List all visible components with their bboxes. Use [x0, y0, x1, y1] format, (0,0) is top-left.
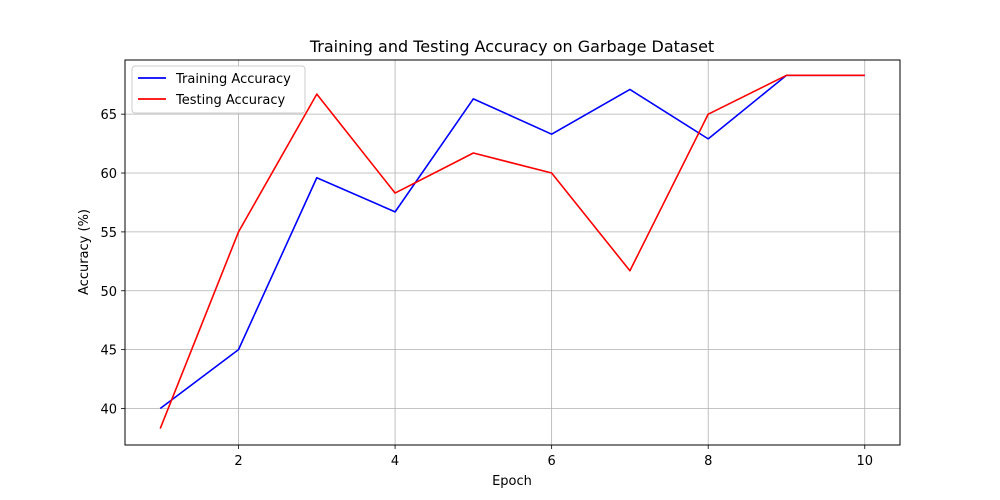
chart-title: Training and Testing Accuracy on Garbage… [309, 37, 714, 56]
legend: Training Accuracy Testing Accuracy [131, 65, 306, 114]
y-tick-label-50: 50 [100, 285, 117, 300]
x-tick-label-6: 6 [548, 454, 556, 469]
axis-ticks: 2 4 6 8 10 40 45 50 55 60 65 [100, 108, 873, 469]
legend-label-training: Training Accuracy [175, 72, 291, 87]
y-tick-label-60: 60 [100, 167, 117, 182]
x-tick-label-8: 8 [704, 454, 712, 469]
x-tick-label-4: 4 [391, 454, 399, 469]
legend-box [131, 65, 306, 114]
legend-label-testing: Testing Accuracy [175, 93, 285, 108]
y-tick-label-55: 55 [100, 226, 117, 241]
x-tick-label-2: 2 [234, 454, 242, 469]
plot-area-frame [124, 59, 901, 446]
y-tick-label-45: 45 [100, 344, 117, 359]
x-axis-label: Epoch [492, 474, 532, 489]
series-line-testing-accuracy [159, 74, 865, 429]
y-tick-label-40: 40 [100, 403, 117, 418]
y-tick-label-65: 65 [100, 108, 117, 123]
x-tick-label-10: 10 [856, 454, 873, 469]
y-axis-label: Accuracy (%) [77, 209, 92, 295]
series-line-training-accuracy [159, 74, 865, 410]
grid-lines [125, 60, 900, 445]
series-lines [159, 74, 865, 429]
